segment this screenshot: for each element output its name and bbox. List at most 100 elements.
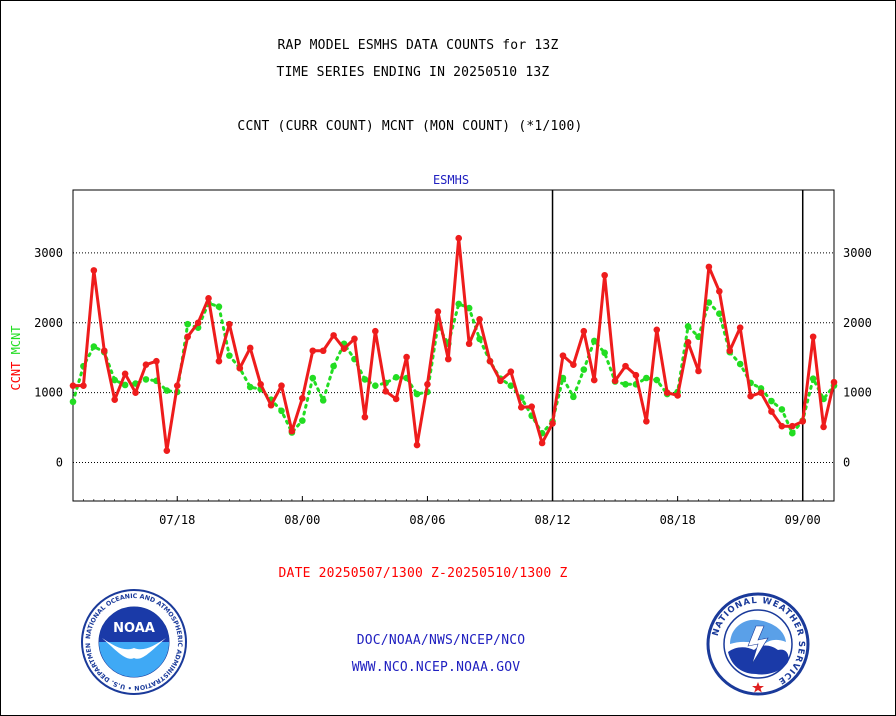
data-point-mcnt xyxy=(736,360,744,368)
data-point-ccnt xyxy=(246,344,254,352)
data-point-mcnt xyxy=(590,337,598,345)
data-point-ccnt xyxy=(340,345,348,352)
y-tick-label: 0 xyxy=(56,456,63,470)
data-point-ccnt xyxy=(559,352,567,359)
data-point-mcnt xyxy=(330,362,337,370)
plot-title: ESMHS xyxy=(433,173,469,187)
data-point-ccnt xyxy=(392,395,400,403)
data-point-mcnt xyxy=(226,352,233,359)
data-point-ccnt xyxy=(424,380,431,388)
data-point-ccnt xyxy=(299,394,306,402)
y-axis-label: CCNT MCNT xyxy=(9,325,23,390)
data-point-ccnt xyxy=(288,427,296,435)
data-point-ccnt xyxy=(507,368,515,376)
data-point-ccnt xyxy=(580,327,588,335)
nws-logo-icon: NATIONAL WEATHER SERVICE xyxy=(706,592,810,696)
data-point-ccnt xyxy=(601,271,608,279)
data-point-ccnt xyxy=(476,315,483,323)
data-point-mcnt xyxy=(246,383,254,391)
data-point-ccnt xyxy=(830,378,838,386)
data-point-ccnt xyxy=(142,361,150,369)
data-point-mcnt xyxy=(601,349,608,357)
data-point-ccnt xyxy=(90,267,98,274)
data-point-ccnt xyxy=(330,332,337,339)
day-separators xyxy=(551,190,804,501)
data-point-mcnt xyxy=(705,299,713,306)
date-range: DATE 20250507/1300 Z-20250510/1300 Z xyxy=(278,566,568,581)
data-point-ccnt xyxy=(799,418,807,425)
data-point-ccnt xyxy=(778,422,786,430)
data-point-mcnt xyxy=(465,304,473,312)
data-point-ccnt xyxy=(570,361,577,369)
data-point-ccnt xyxy=(465,340,473,348)
data-point-mcnt xyxy=(768,397,775,405)
data-point-mcnt xyxy=(476,335,483,343)
data-point-ccnt xyxy=(163,447,171,454)
data-point-ccnt xyxy=(184,333,191,341)
data-point-ccnt xyxy=(226,320,233,328)
data-point-ccnt xyxy=(455,234,463,242)
chart-title-line1: RAP MODEL ESMHS DATA COUNTS for 13Z xyxy=(277,38,559,53)
data-point-mcnt xyxy=(643,374,650,382)
data-point-mcnt xyxy=(142,376,150,383)
data-point-mcnt xyxy=(319,397,327,404)
y-tick-label: 1000 xyxy=(843,386,872,400)
data-point-ccnt xyxy=(382,387,390,395)
noaa-wordmark: NOAA xyxy=(113,621,155,636)
data-point-ccnt xyxy=(194,319,202,327)
data-point-mcnt xyxy=(507,382,515,389)
data-point-ccnt xyxy=(153,357,160,365)
data-point-mcnt xyxy=(413,390,421,398)
data-point-ccnt xyxy=(278,382,285,389)
data-point-mcnt xyxy=(163,387,171,394)
data-point-ccnt xyxy=(705,263,713,271)
data-point-mcnt xyxy=(716,310,723,318)
chart-title-line2: TIME SERIES ENDING IN 20250510 13Z xyxy=(276,65,550,80)
series-mcnt xyxy=(69,299,838,437)
data-point-mcnt xyxy=(559,374,567,382)
data-point-mcnt xyxy=(90,343,98,350)
data-point-mcnt xyxy=(695,333,702,341)
data-point-ccnt xyxy=(820,423,827,431)
data-point-ccnt xyxy=(684,339,692,346)
data-point-mcnt xyxy=(809,375,817,382)
data-point-ccnt xyxy=(121,370,129,378)
data-point-mcnt xyxy=(778,406,786,413)
data-point-ccnt xyxy=(372,327,379,335)
data-point-ccnt xyxy=(643,418,650,425)
data-point-ccnt xyxy=(173,382,181,389)
x-tick-label: 09/00 xyxy=(785,513,821,527)
org-path: DOC/NOAA/NWS/NCEP/NCO xyxy=(356,633,526,648)
plot-border xyxy=(72,189,835,502)
data-point-mcnt xyxy=(372,382,379,389)
data-point-ccnt xyxy=(695,367,702,375)
y-tick-label: 2000 xyxy=(34,316,63,330)
data-point-mcnt xyxy=(278,407,285,415)
data-point-mcnt xyxy=(184,320,191,328)
data-point-ccnt xyxy=(549,420,556,427)
data-point-ccnt xyxy=(309,347,317,355)
data-point-ccnt xyxy=(361,413,369,421)
data-point-mcnt xyxy=(684,322,692,330)
data-point-ccnt xyxy=(351,335,358,343)
x-tick-label: 08/18 xyxy=(660,513,696,527)
data-point-ccnt xyxy=(132,389,139,396)
data-point-ccnt xyxy=(434,308,442,315)
y-tick-label: 1000 xyxy=(34,386,63,400)
data-point-ccnt xyxy=(486,357,494,365)
noaa-logo-icon: NATIONAL OCEANIC AND ATMOSPHERIC ADMINIS… xyxy=(80,588,187,695)
data-point-ccnt xyxy=(747,392,754,400)
y-tick-label: 3000 xyxy=(843,246,872,260)
data-point-ccnt xyxy=(111,396,118,403)
data-point-mcnt xyxy=(789,429,796,437)
data-point-ccnt xyxy=(768,408,775,415)
x-axis: 07/18 08/00 08/06 08/12 08/18 09/00 xyxy=(72,496,835,527)
data-point-ccnt xyxy=(674,392,681,399)
data-point-mcnt xyxy=(299,417,306,424)
series-line-ccnt xyxy=(71,236,836,453)
data-point-ccnt xyxy=(236,364,244,372)
y-tick-label: 0 xyxy=(843,456,850,470)
data-point-ccnt xyxy=(736,324,744,331)
data-point-mcnt xyxy=(653,376,661,384)
